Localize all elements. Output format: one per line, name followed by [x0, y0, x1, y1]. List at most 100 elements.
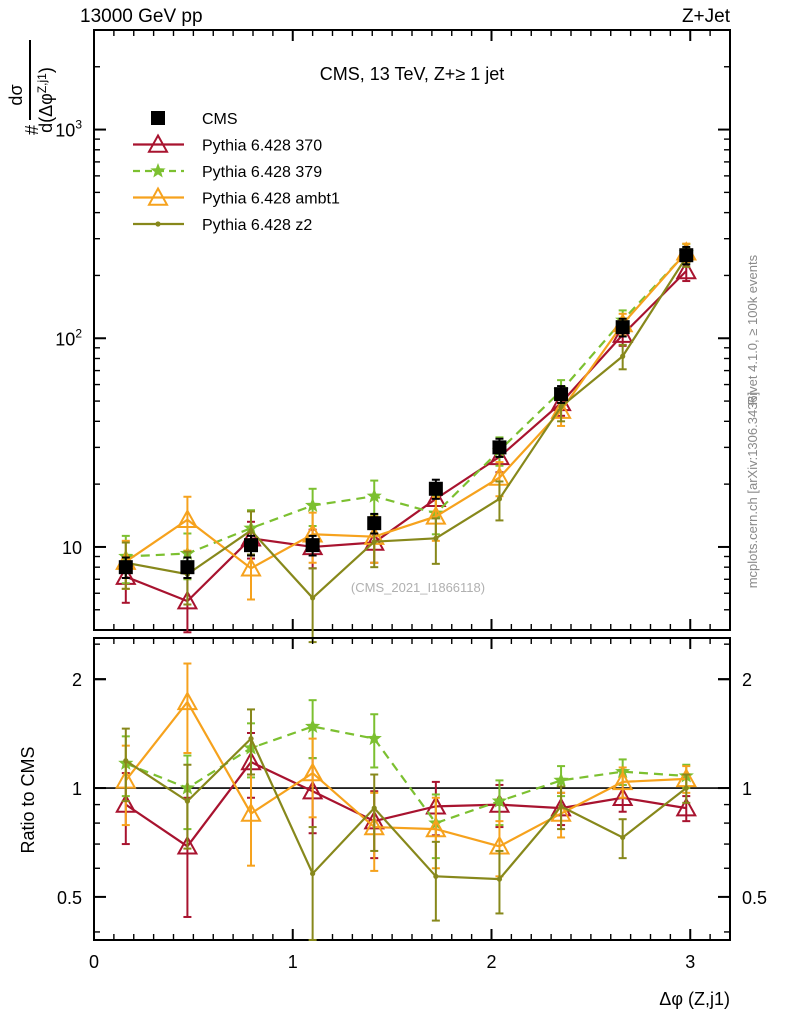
data-point-marker — [176, 508, 199, 528]
data-point-marker — [554, 387, 569, 402]
data-point-marker — [367, 516, 382, 531]
data-point-marker — [675, 259, 697, 280]
legend-label: CMS — [202, 111, 238, 128]
ratio-y-tick-label: 0.5 — [57, 888, 82, 908]
series-line — [125, 251, 688, 558]
series-pythia-6-428-z2 — [121, 708, 691, 941]
main-y-axis-label: # dσ d(ΔφZ,j1) — [6, 40, 56, 135]
header-beam-label: 13000 GeV pp — [80, 6, 203, 27]
data-point-marker — [425, 818, 447, 838]
legend-marker-triangle — [147, 133, 169, 153]
header-process-label: Z+Jet — [682, 6, 731, 27]
legend-item[interactable]: Pythia 6.428 ambt1 — [133, 186, 340, 208]
data-point-marker — [366, 730, 382, 746]
data-point-marker — [558, 803, 564, 809]
data-point-marker — [611, 786, 634, 806]
x-axis-label: Δφ (Z,j1) — [659, 989, 730, 1009]
data-point-marker — [184, 798, 191, 804]
legend-item[interactable]: Pythia 6.428 z2 — [133, 217, 312, 234]
data-point-marker — [491, 793, 508, 808]
data-point-marker — [496, 496, 503, 502]
series-line — [125, 270, 688, 603]
main-y-tick-label: 102 — [55, 326, 82, 349]
y-axis-hash: # — [22, 125, 42, 135]
legend-marker-dot — [155, 221, 161, 227]
legend-label: Pythia 6.428 z2 — [202, 217, 312, 234]
data-point-marker — [176, 690, 199, 711]
legend-marker-star — [150, 163, 166, 178]
data-point-marker — [240, 802, 262, 822]
data-point-marker — [492, 440, 507, 455]
legend: CMS Pythia 6.428 370 Pythia 6.428 379 Pythi… — [133, 111, 340, 234]
legend-marker-triangle — [147, 186, 169, 206]
x-tick-label: 3 — [685, 952, 695, 972]
data-point-marker — [496, 876, 503, 882]
ratio-y-tick-label: 2 — [72, 670, 82, 690]
legend-item[interactable]: Pythia 6.428 379 — [133, 163, 322, 181]
data-point-marker — [683, 785, 689, 791]
ratio-panel: 0 1 2 3 0.5 0.5 1 1 2 2 — [57, 637, 767, 972]
data-point-marker — [123, 758, 129, 764]
data-point-marker — [244, 538, 259, 553]
ratio-y-tick-label: 1 — [72, 779, 82, 799]
dataset-watermark: (CMS_2021_I1866118) — [351, 580, 485, 595]
data-point-marker — [305, 538, 320, 553]
data-point-marker — [558, 404, 564, 410]
main-y-tick-label: 10 — [62, 538, 82, 558]
main-panel: 10 102 103 — [55, 29, 731, 644]
data-point-marker — [310, 595, 316, 601]
x-tick-label: 0 — [89, 952, 99, 972]
data-point-marker — [620, 834, 626, 841]
series-line — [124, 700, 687, 848]
data-point-marker — [176, 590, 199, 610]
data-point-marker — [366, 488, 382, 503]
data-point-marker — [433, 873, 439, 879]
x-tick-label: 2 — [486, 952, 496, 972]
x-tick-label: 1 — [288, 952, 298, 972]
data-point-marker — [679, 248, 694, 263]
data-point-marker — [675, 797, 697, 817]
series-pythia-6-428-379 — [118, 699, 694, 860]
series-line — [125, 251, 688, 570]
ratio-y-tick-label-right: 0.5 — [742, 888, 767, 908]
data-point-marker — [615, 320, 630, 335]
data-point-marker — [240, 557, 262, 577]
data-point-marker — [310, 870, 316, 877]
series-line — [125, 760, 687, 848]
data-point-marker — [248, 527, 254, 534]
ratio-y-axis-label: Ratio to CMS — [18, 746, 38, 853]
data-point-marker — [305, 497, 321, 512]
plot-title: CMS, 13 TeV, Z+≥ 1 jet — [320, 64, 504, 84]
legend-item[interactable]: Pythia 6.428 370 — [133, 133, 322, 155]
main-y-tick-label: 103 — [55, 118, 82, 141]
legend-label: Pythia 6.428 379 — [202, 164, 322, 181]
legend-item[interactable]: CMS — [151, 111, 238, 128]
data-point-marker — [305, 718, 321, 733]
series-line — [125, 256, 688, 600]
ratio-y-tick-label-right: 2 — [742, 670, 752, 690]
series-line — [125, 725, 687, 825]
data-point-marker — [248, 736, 254, 742]
data-point-marker — [371, 805, 377, 811]
series-pythia-6-428-370 — [115, 259, 697, 634]
data-point-marker — [180, 560, 195, 575]
series-pythia-6-428-370 — [115, 731, 697, 918]
legend-label: Pythia 6.428 ambt1 — [202, 191, 340, 208]
series-line — [125, 736, 687, 881]
data-point-marker — [176, 835, 199, 855]
data-point-marker — [611, 770, 634, 791]
series-cms — [118, 245, 694, 579]
y-axis-denominator: d(ΔφZ,j1) — [35, 67, 56, 133]
legend-marker-square — [151, 111, 165, 125]
data-point-marker — [553, 772, 569, 787]
legend-label: Pythia 6.428 370 — [202, 138, 322, 155]
data-point-marker — [620, 353, 626, 359]
ratio-y-tick-label-right: 1 — [742, 779, 752, 799]
side-note-rivet: Rivet 4.1.0, ≥ 100k events — [745, 254, 760, 405]
y-axis-numerator: dσ — [6, 84, 26, 105]
side-note-mcplots: mcplots.cern.ch [arXiv:1306.3436] — [745, 392, 760, 589]
data-point-marker — [428, 481, 443, 496]
data-point-marker — [371, 539, 377, 545]
data-point-marker — [301, 762, 324, 782]
